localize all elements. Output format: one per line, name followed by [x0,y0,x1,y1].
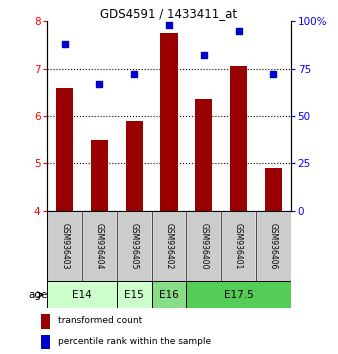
Text: GSM936400: GSM936400 [199,223,208,269]
Point [97,81,102,87]
Text: transformed count: transformed count [58,316,142,325]
Point [62,41,67,47]
Bar [265,168,282,211]
Point [131,72,137,77]
Bar [117,211,152,281]
Text: E15: E15 [124,290,144,300]
Bar [230,66,247,211]
Bar [47,281,117,308]
Text: GSM936402: GSM936402 [165,223,173,269]
Text: GSM936406: GSM936406 [269,223,278,269]
Bar [195,99,213,211]
Bar [256,211,291,281]
Bar [41,335,50,349]
Bar [221,211,256,281]
Text: age: age [28,290,47,300]
Bar [125,121,143,211]
Text: GSM936401: GSM936401 [234,223,243,269]
Bar [152,211,186,281]
Bar [186,281,291,308]
Text: E14: E14 [72,290,92,300]
Bar [56,87,73,211]
Bar [47,211,82,281]
Bar [117,281,152,308]
Point [201,52,207,58]
Text: E16: E16 [159,290,179,300]
Bar [152,281,186,308]
Bar [41,314,50,329]
Bar [82,211,117,281]
Point [236,28,241,34]
Text: percentile rank within the sample: percentile rank within the sample [58,337,211,346]
Text: GSM936404: GSM936404 [95,223,104,269]
Text: GSM936403: GSM936403 [60,223,69,269]
Bar [160,33,178,211]
Point [166,22,172,28]
Bar [186,211,221,281]
Title: GDS4591 / 1433411_at: GDS4591 / 1433411_at [100,7,238,20]
Point [271,72,276,77]
Bar [91,139,108,211]
Text: GSM936405: GSM936405 [130,223,139,269]
Text: E17.5: E17.5 [224,290,254,300]
